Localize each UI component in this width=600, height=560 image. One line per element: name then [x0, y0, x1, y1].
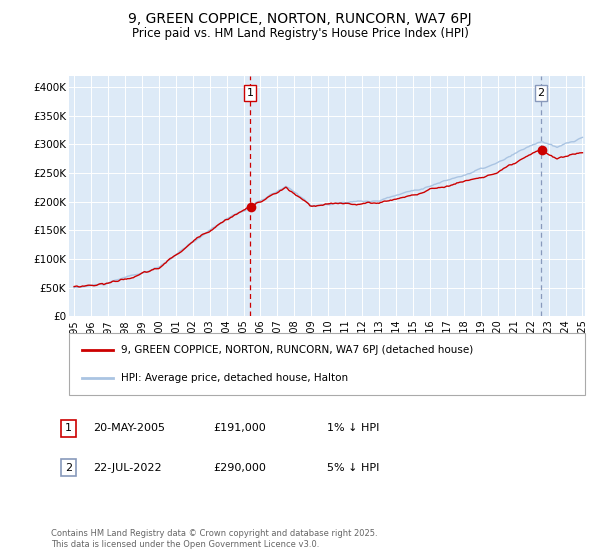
Text: 22-JUL-2022: 22-JUL-2022	[93, 463, 161, 473]
Text: 1% ↓ HPI: 1% ↓ HPI	[327, 423, 379, 433]
Text: £191,000: £191,000	[213, 423, 266, 433]
Text: 20-MAY-2005: 20-MAY-2005	[93, 423, 165, 433]
Text: 9, GREEN COPPICE, NORTON, RUNCORN, WA7 6PJ: 9, GREEN COPPICE, NORTON, RUNCORN, WA7 6…	[128, 12, 472, 26]
Text: 5% ↓ HPI: 5% ↓ HPI	[327, 463, 379, 473]
Text: 2: 2	[538, 88, 545, 98]
Text: £290,000: £290,000	[213, 463, 266, 473]
Text: HPI: Average price, detached house, Halton: HPI: Average price, detached house, Halt…	[121, 372, 348, 382]
Text: Price paid vs. HM Land Registry's House Price Index (HPI): Price paid vs. HM Land Registry's House …	[131, 27, 469, 40]
Text: 1: 1	[247, 88, 253, 98]
FancyBboxPatch shape	[69, 333, 585, 395]
Text: 1: 1	[65, 423, 72, 433]
Text: 9, GREEN COPPICE, NORTON, RUNCORN, WA7 6PJ (detached house): 9, GREEN COPPICE, NORTON, RUNCORN, WA7 6…	[121, 346, 473, 356]
Text: Contains HM Land Registry data © Crown copyright and database right 2025.
This d: Contains HM Land Registry data © Crown c…	[51, 529, 377, 549]
Text: 2: 2	[65, 463, 72, 473]
